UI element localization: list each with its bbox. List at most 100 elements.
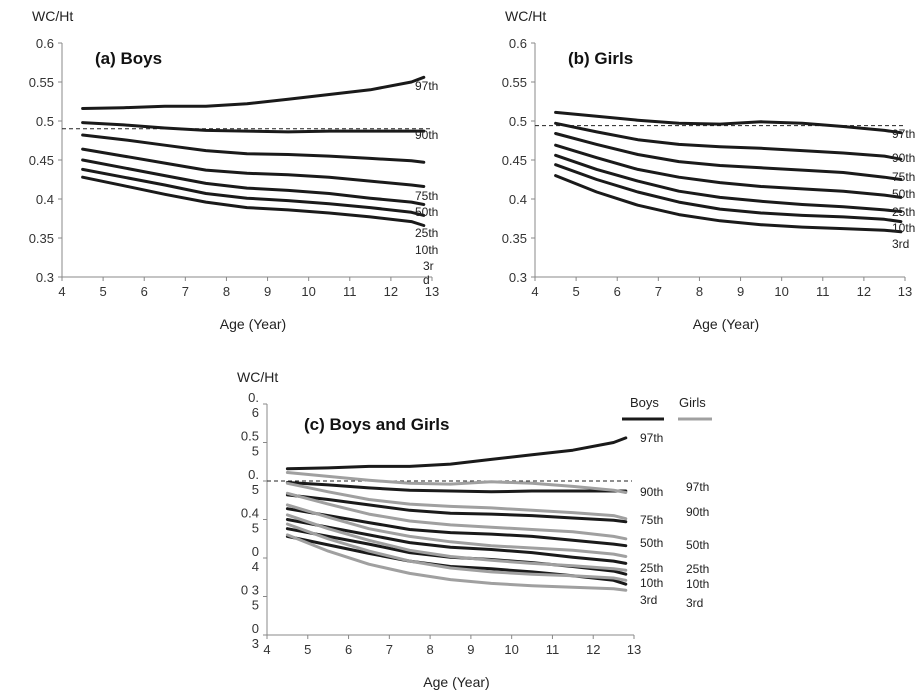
percentile-label-girls: 3rd: [686, 596, 703, 610]
percentile-label: 97th: [415, 79, 438, 93]
x-tick-label: 5: [99, 284, 106, 299]
y-tick-label: 0.5: [248, 467, 259, 497]
percentile-label: 50th: [892, 187, 915, 201]
x-tick-label: 13: [898, 284, 912, 299]
x-tick-label: 9: [737, 284, 744, 299]
percentile-label-boys: 90th: [640, 485, 663, 499]
percentile-label-boys: 97th: [640, 431, 663, 445]
x-tick-label: 12: [586, 642, 600, 657]
series-line: [554, 110, 903, 135]
series-line: [285, 493, 628, 524]
x-tick-label: 6: [345, 642, 352, 657]
series-line: [285, 503, 628, 558]
x-tick-label: 4: [531, 284, 538, 299]
x-axis-title: Age (Year): [220, 316, 286, 332]
x-tick-label: 10: [504, 642, 518, 657]
series-line: [81, 158, 426, 206]
x-tick-label: 10: [301, 284, 315, 299]
x-tick-label: 5: [572, 284, 579, 299]
x-tick-label: 7: [655, 284, 662, 299]
y-axis-title: WC/Ht: [237, 369, 278, 385]
series-line: [554, 163, 903, 224]
series-line: [285, 507, 628, 548]
series-line: [285, 481, 628, 494]
x-tick-label: 13: [627, 642, 641, 657]
y-tick-label: 0.6: [36, 36, 54, 51]
series-line: [554, 153, 903, 213]
series-line: [81, 147, 426, 188]
panel-title: (b) Girls: [568, 49, 633, 68]
percentile-label: 90th: [892, 151, 915, 165]
series-line: [285, 513, 628, 572]
x-tick-label: 9: [467, 642, 474, 657]
panel-title: (c) Boys and Girls: [304, 415, 449, 434]
y-tick-label: 0.35: [502, 231, 527, 246]
legend-label-girls: Girls: [679, 395, 706, 410]
x-tick-label: 12: [384, 284, 398, 299]
series-line: [285, 533, 628, 592]
series-line: [81, 121, 426, 134]
x-tick-label: 7: [182, 284, 189, 299]
y-tick-label: 0.5: [36, 114, 54, 129]
x-tick-label: 5: [304, 642, 311, 657]
x-tick-label: 13: [425, 284, 439, 299]
series-line: [81, 133, 426, 164]
percentile-label-girls: 90th: [686, 505, 709, 519]
x-axis-title: Age (Year): [423, 674, 489, 690]
series-line: [554, 121, 903, 161]
series-line: [81, 175, 426, 227]
percentile-label: 75th: [415, 189, 438, 203]
y-axis-title: WC/Ht: [32, 8, 73, 24]
series-line: [554, 143, 903, 199]
series-line: [285, 471, 628, 494]
x-tick-label: 4: [263, 642, 270, 657]
series-line: [285, 436, 628, 471]
y-tick-label: 0.55: [29, 75, 54, 90]
y-tick-label: 0.55: [502, 75, 527, 90]
x-tick-label: 10: [774, 284, 788, 299]
x-tick-label: 6: [141, 284, 148, 299]
y-tick-label: 0.45: [502, 153, 527, 168]
y-axis-title: WC/Ht: [505, 8, 546, 24]
series-line: [554, 174, 903, 234]
series-line: [285, 518, 628, 565]
percentile-label-boys: 75th: [640, 513, 663, 527]
y-tick-label: 0.45: [29, 153, 54, 168]
legend-label-boys: Boys: [630, 395, 659, 410]
y-tick-label: 0.6: [509, 36, 527, 51]
x-tick-label: 8: [696, 284, 703, 299]
percentile-label: 90th: [415, 128, 438, 142]
x-tick-label: 7: [386, 642, 393, 657]
x-tick-label: 8: [223, 284, 230, 299]
y-tick-label: 0.4: [36, 192, 54, 207]
x-tick-label: 9: [264, 284, 271, 299]
x-tick-label: 6: [614, 284, 621, 299]
series-line: [285, 491, 628, 541]
percentile-label: 10th: [892, 221, 915, 235]
percentile-label-girls: 10th: [686, 577, 709, 591]
percentile-label-boys: 25th: [640, 561, 663, 575]
panel-title: (a) Boys: [95, 49, 162, 68]
percentile-label-boys: 50th: [640, 536, 663, 550]
series-line: [554, 132, 903, 181]
percentile-label: 97th: [892, 127, 915, 141]
y-tick-label: 0.3: [36, 270, 54, 285]
percentile-label: 50th: [415, 205, 438, 219]
percentile-label-boys: 10th: [640, 576, 663, 590]
percentile-label: 3rd: [892, 237, 909, 251]
percentile-label: 10th: [415, 243, 438, 257]
x-tick-label: 4: [58, 284, 65, 299]
x-tick-label: 8: [426, 642, 433, 657]
x-tick-label: 11: [343, 284, 357, 299]
y-tick-label: 0.3: [509, 270, 527, 285]
percentile-label-girls: 50th: [686, 538, 709, 552]
series-line: [81, 75, 426, 110]
y-tick-label: 0.6: [248, 390, 259, 420]
